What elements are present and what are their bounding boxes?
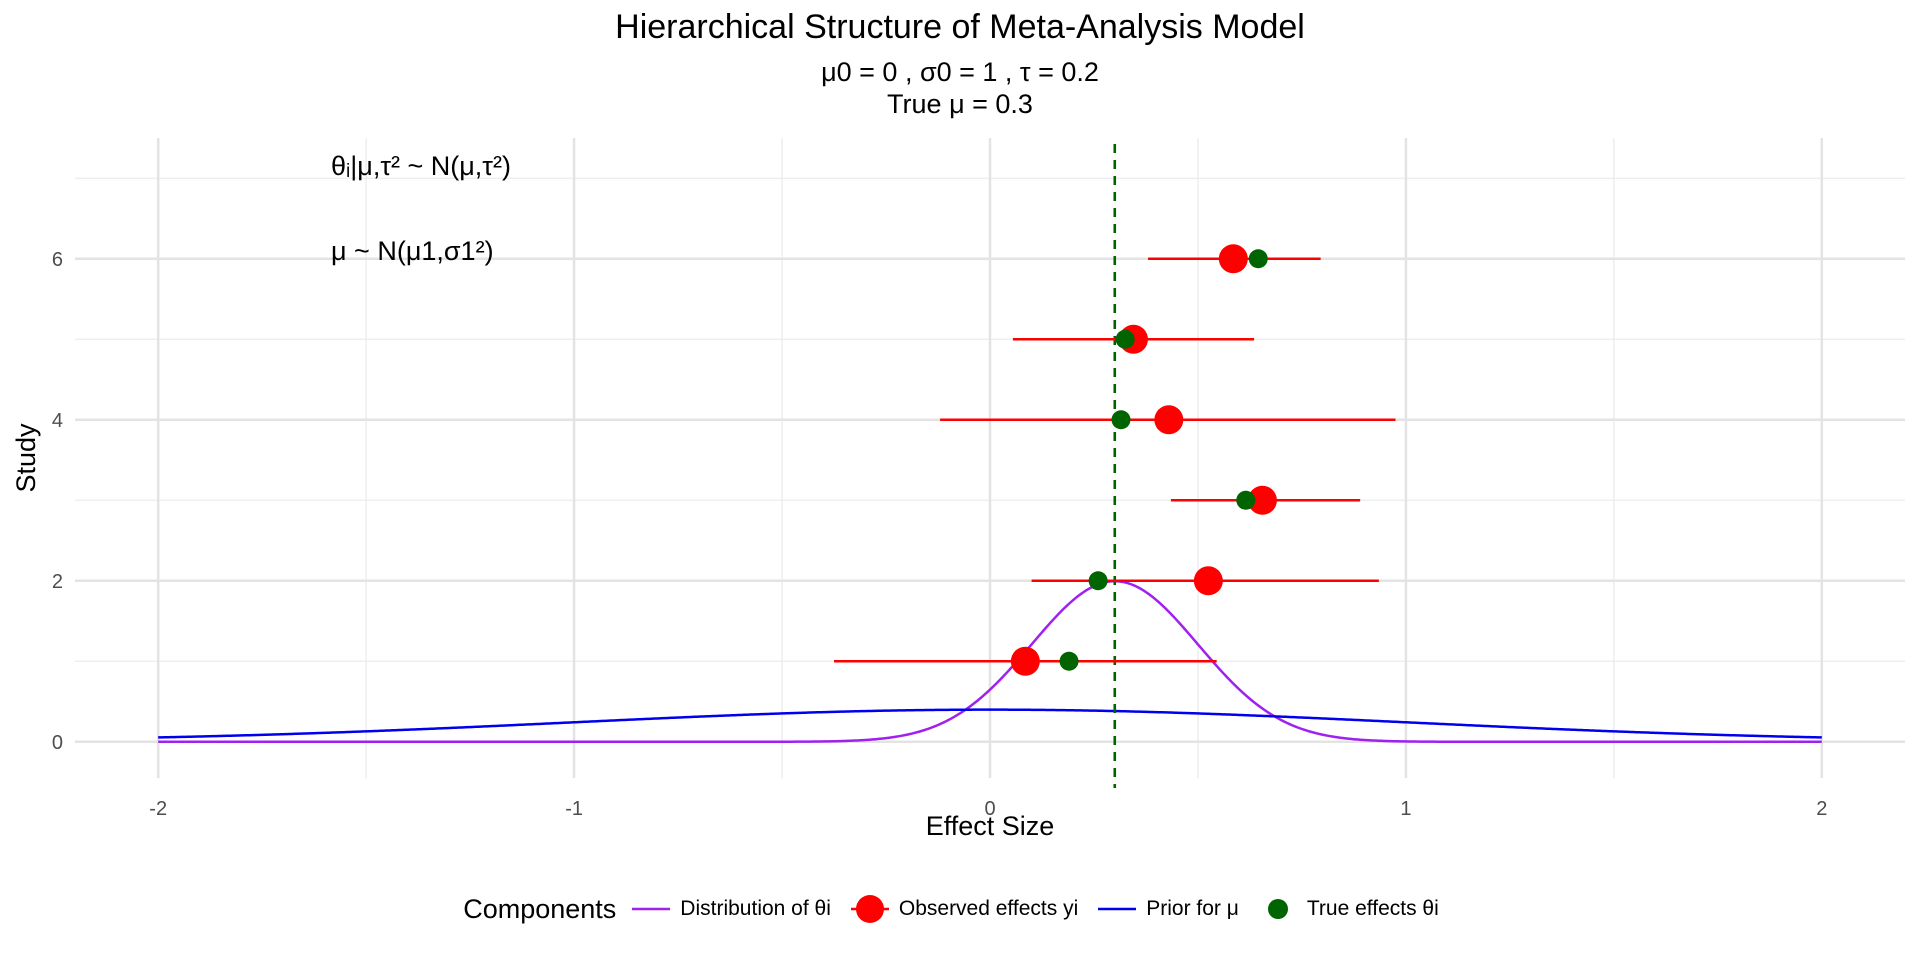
true-effect-point [1111, 410, 1131, 430]
x-tick-label: 1 [1400, 798, 1411, 820]
legend-key-point-red [850, 895, 889, 923]
y-tick-label: 4 [52, 410, 63, 432]
annotation-theta-distribution: θᵢ|μ,τ² ~ N(μ,τ²) [331, 151, 511, 181]
observed-points [1010, 244, 1277, 676]
annotation-mu-prior: μ ~ N(μ1,σ1²) [331, 236, 494, 266]
legend-key-line-purple [632, 907, 671, 911]
true-effect-points [1059, 249, 1268, 671]
legend-label: True effects θi [1306, 897, 1439, 920]
true-effect-point [1248, 249, 1268, 269]
chart-title: Hierarchical Structure of Meta-Analysis … [615, 8, 1305, 46]
x-tick-label: -2 [149, 798, 167, 820]
observed-point [1193, 566, 1223, 596]
legend-item-true-effects: True effects θi [1257, 890, 1439, 928]
chart-subtitle-parameters: μ0 = 0 , σ0 = 1 , τ = 0.2 [821, 57, 1099, 87]
legend: Components Distribution of θi Observed e… [0, 890, 1920, 928]
density-curve [158, 579, 1822, 744]
y-tick-label: 0 [52, 732, 63, 754]
observed-point [1154, 405, 1184, 435]
observed-point [1218, 244, 1248, 274]
y-tick-label: 6 [52, 249, 63, 271]
x-tick-label: 2 [1816, 798, 1827, 820]
true-effect-point [1088, 571, 1108, 591]
y-axis-ticks: 0 2 4 6 [52, 249, 63, 754]
legend-key-point-green [1267, 899, 1288, 919]
legend-item-observed: Observed effects yi [849, 890, 1078, 928]
true-effect-point [1059, 651, 1079, 671]
x-tick-label: -1 [565, 798, 583, 820]
legend-label: Prior for μ [1146, 897, 1239, 920]
x-tick-label: 0 [984, 798, 995, 820]
legend-item-theta-distribution: Distribution of θi [630, 890, 831, 928]
observed-point [1247, 485, 1277, 515]
true-effect-point [1115, 329, 1135, 349]
y-tick-label: 2 [52, 571, 63, 593]
density-curve [158, 708, 1822, 739]
legend-label: Observed effects yi [898, 897, 1079, 920]
x-axis-title: Effect Size [926, 811, 1055, 841]
legend-key-line-blue [1098, 907, 1137, 911]
chart-subtitle-true-mu: True μ = 0.3 [887, 89, 1033, 119]
x-axis-ticks: -2 -1 0 1 2 [149, 798, 1827, 820]
legend-label: Distribution of θi [680, 897, 831, 920]
major-gridlines [75, 138, 1905, 778]
chart-plot: -2 -1 0 1 2 0 2 4 6 θᵢ|μ,τ² ~ N(μ,τ²) μ ~ N(μ1,… [11, 138, 1905, 841]
legend-title: Components [463, 893, 617, 924]
density-curves [158, 579, 1822, 744]
y-axis-title: Study [11, 423, 41, 493]
legend-item-prior: Prior for μ [1096, 890, 1239, 928]
observed-point [1010, 646, 1040, 676]
true-effect-point [1236, 490, 1256, 510]
